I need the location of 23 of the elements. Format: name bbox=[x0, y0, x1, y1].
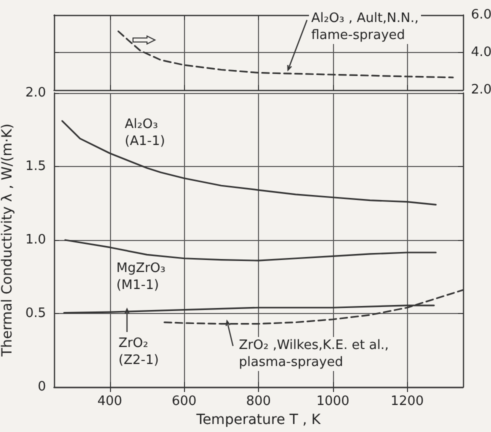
annotation: ZrO₂ ,Wilkes,K.E. et al., plasma-sprayed bbox=[236, 336, 391, 371]
annotation: Al₂O₃ , Ault,N.N., flame-sprayed bbox=[309, 10, 421, 44]
line-series bbox=[61, 120, 437, 206]
line-series bbox=[64, 239, 437, 262]
y-tick-label: 2.0 bbox=[471, 82, 491, 98]
annotation: MgZrO₃ (M1-1) bbox=[114, 260, 168, 294]
x-tick-label: 400 bbox=[97, 394, 122, 409]
x-axis-title: Temperature T , K bbox=[195, 412, 322, 428]
x-tick-label: 800 bbox=[246, 394, 271, 409]
annotation: Al₂O₃ (A1-1) bbox=[122, 116, 168, 150]
y-tick-label: 0 bbox=[38, 380, 46, 394]
y-tick-label: 1.5 bbox=[25, 159, 46, 174]
y-tick-label: 6.0 bbox=[471, 8, 491, 22]
y-tick-label: 2.0 bbox=[25, 86, 46, 100]
y-tick-label: 0.5 bbox=[25, 306, 46, 321]
annotation: ZrO₂ (Z2-1) bbox=[116, 335, 161, 370]
x-tick-label: 1200 bbox=[390, 394, 424, 409]
y-axis-title: Thermal Conductivity λ , W/(m·K) bbox=[0, 124, 16, 358]
y-tick-label: 4.0 bbox=[471, 45, 491, 60]
x-tick-label: 600 bbox=[172, 394, 197, 409]
y-tick-label: 1.0 bbox=[25, 232, 46, 248]
x-tick-label: 1000 bbox=[316, 394, 350, 409]
line-series bbox=[118, 30, 454, 78]
